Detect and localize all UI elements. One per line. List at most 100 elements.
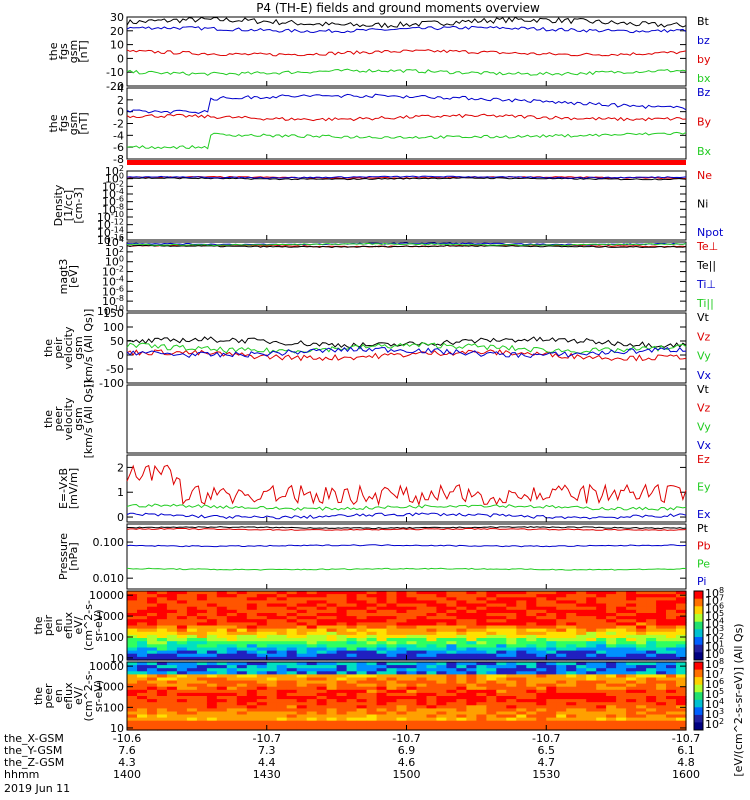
spectrogram-cell [366, 708, 378, 713]
series-bz-line [126, 25, 687, 34]
spectrogram-cell [496, 619, 507, 623]
y-axis-label: peer [52, 406, 65, 432]
spectrogram-cell [356, 714, 368, 719]
spectrogram-cell [656, 656, 667, 661]
spectrogram-cell [446, 680, 457, 685]
spectrogram-cell [276, 720, 288, 725]
spectrogram-cell [516, 665, 527, 669]
spectrogram-cell [496, 600, 507, 605]
y-axis-label: gsm [72, 407, 85, 430]
spectrogram-cell [556, 616, 567, 620]
spectrogram-cell [206, 668, 218, 672]
spectrogram-cell [366, 699, 378, 703]
spectrogram-cell [436, 619, 447, 623]
spectrogram-cell [147, 634, 158, 639]
spectrogram-cell [336, 705, 348, 709]
spectrogram-cell [476, 641, 487, 645]
spectrogram-cell [366, 692, 378, 697]
spectrogram-cell [186, 622, 198, 627]
spectrogram-cell [206, 683, 218, 688]
spectrogram-cell [416, 656, 428, 661]
spectrogram-cell [676, 653, 687, 658]
colorbar-segment [694, 669, 703, 678]
spectrogram-cell [396, 656, 408, 661]
spectrogram-cell [147, 622, 158, 627]
spectrogram-cell [206, 711, 218, 716]
spectrogram-cell [526, 671, 537, 675]
spectrogram-cell [346, 619, 358, 623]
legend-ez: Ez [697, 453, 710, 466]
spectrogram-cell [196, 686, 208, 691]
spectrogram-cell [127, 683, 138, 688]
spectrogram-cell [156, 714, 168, 719]
spectrogram-cell [147, 619, 158, 623]
legend-by: By [697, 116, 712, 129]
y-tick-label: 100 [105, 172, 124, 186]
spectrogram-cell [406, 609, 418, 614]
spectrogram-cell [376, 665, 388, 669]
spectrogram-cell [196, 696, 208, 700]
spectrogram-cell [366, 600, 378, 605]
spectrogram-cell [506, 665, 517, 669]
spectrogram-cell [186, 656, 198, 661]
legend-vt: Vt [697, 311, 710, 324]
spectrogram-cell [296, 711, 308, 716]
spectrogram-cell [156, 606, 168, 611]
spectrogram-cell [376, 717, 388, 722]
spectrogram-cell [296, 625, 308, 630]
spectrogram-cell [676, 708, 687, 713]
spectrogram-cell [526, 714, 537, 719]
spectrogram-cell [426, 723, 438, 728]
spectrogram-cell [137, 634, 148, 639]
spectrogram-cell [346, 723, 358, 728]
spectrogram-cell [456, 662, 467, 666]
spectrogram-cell [386, 650, 398, 655]
y-tick-label: -50 [106, 363, 124, 376]
spectrogram-cell [526, 665, 537, 669]
spectrogram-cell [626, 656, 637, 661]
colorbar-segment [694, 621, 703, 630]
spectrogram-cell [586, 594, 597, 598]
spectrogram-cell [556, 641, 567, 645]
spectrogram-cell [646, 597, 657, 601]
spectrogram-cell [616, 603, 627, 608]
spectrogram-cell [276, 594, 288, 598]
spectrogram-cell [446, 674, 457, 679]
spectrogram-cell [296, 696, 308, 700]
spectrogram-cell [256, 717, 268, 722]
spectrogram-cell [626, 619, 637, 623]
series-vx-line [126, 346, 687, 359]
spectrogram-cell [486, 720, 497, 725]
spectrogram-cell [186, 680, 198, 685]
spectrogram-cell [366, 619, 378, 623]
spectrogram-cell [186, 683, 198, 688]
spectrogram-cell [296, 683, 308, 688]
spectrogram-cell [436, 665, 447, 669]
spectrogram-cell [137, 714, 148, 719]
legend-pe: Pe [697, 557, 710, 570]
spectrogram-cell [406, 631, 418, 636]
spectrogram-cell [446, 641, 457, 645]
spectrogram-cell [626, 723, 637, 728]
spectrogram-cell [676, 726, 687, 731]
spectrogram-cell [366, 656, 378, 661]
spectrogram-cell [646, 702, 657, 706]
spectrogram-cell [176, 717, 188, 722]
spectrogram-cell [127, 671, 138, 675]
spectrogram-cell [246, 711, 258, 716]
spectrogram-cell [147, 699, 158, 703]
spectrogram-cell [147, 680, 158, 685]
spectrogram-cell [566, 726, 577, 731]
spectrogram-cell [556, 723, 567, 728]
spectrogram-cell [516, 674, 527, 679]
spectrogram-cell [636, 674, 647, 679]
spectrogram-cell [526, 726, 537, 731]
spectrogram-cell [137, 603, 148, 608]
spectrogram-cell [446, 638, 457, 642]
spectrogram-cell [506, 603, 517, 608]
spectrogram-cell [436, 597, 447, 601]
spectrogram-cell [356, 644, 368, 648]
spectrogram-cell [266, 708, 278, 713]
spectrogram-cell [306, 674, 318, 679]
spectrogram-cell [186, 702, 198, 706]
